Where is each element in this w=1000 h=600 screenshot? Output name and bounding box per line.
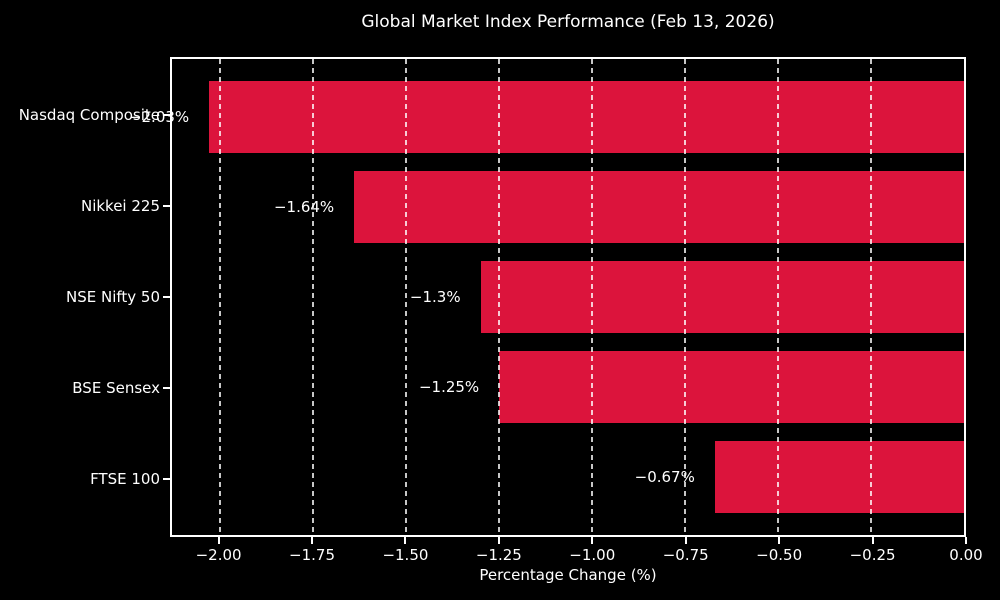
x-axis-tickmarks (170, 537, 967, 544)
x-tick-label: −1.25 (475, 546, 522, 564)
y-axis-label: Nikkei 225 (80, 197, 160, 216)
bar: −2.03% (129, 80, 964, 153)
y-axis-label: FTSE 100 (90, 469, 160, 488)
x-tickmark (497, 537, 500, 544)
y-axis-label: Nasdaq Composite (18, 106, 160, 125)
plot-area: −2.03% −1.64% −1.3% −1.25% −0.67% (129, 57, 966, 537)
x-tick-label: −0.50 (756, 546, 803, 564)
x-tick-label: −2.00 (195, 546, 242, 564)
y-tickmark (163, 205, 170, 208)
x-tick-label: −0.75 (662, 546, 709, 564)
bar: −0.67% (635, 441, 964, 514)
x-tickmark (311, 537, 313, 544)
bar-value-label: −1.64% (273, 197, 335, 216)
bar-value-label: −2.03% (128, 107, 190, 126)
bar-value-label: −1.25% (418, 378, 480, 397)
y-axis-label: BSE Sensex (72, 378, 160, 397)
x-tickmark (404, 537, 407, 544)
x-tickmark (871, 537, 874, 544)
y-tickmark (163, 386, 170, 389)
x-axis-tick-labels: −2.00 −1.75 −1.50 −1.25 −1.00 −0.75 −0.50 −0.25… (170, 546, 983, 566)
x-tick-label: 0.00 (949, 546, 983, 564)
bar: −1.25% (419, 351, 964, 424)
x-tickmark (217, 537, 220, 544)
y-tickmark (163, 114, 170, 117)
x-tick-label: −0.25 (849, 546, 896, 564)
x-tick-label: −1.00 (569, 546, 616, 564)
y-axis-tickmarks (163, 57, 170, 537)
y-tickmark (163, 477, 170, 480)
x-tickmark (684, 537, 687, 544)
x-axis-label: Percentage Change (%) (479, 566, 657, 584)
x-tickmark (778, 537, 781, 544)
bar: −1.3% (410, 260, 964, 334)
y-axis-label: NSE Nifty 50 (65, 288, 160, 306)
bar: −1.64% (274, 170, 964, 243)
chart-title: Global Market Index Performance (Feb 13,… (361, 12, 775, 32)
bar-value-label: −0.67% (634, 468, 695, 487)
y-axis-labels: Nasdaq Composite Nikkei 225 NSE Nifty 50 BS… (0, 57, 160, 537)
x-tick-label: −1.75 (289, 546, 335, 564)
y-tickmark (163, 296, 170, 298)
x-tickmark (591, 537, 594, 544)
x-tick-label: −1.50 (382, 546, 429, 564)
x-tickmark (965, 537, 967, 544)
bars-layer: −2.03% −1.64% −1.3% −1.25% −0.67% (129, 59, 964, 535)
bar-value-label: −1.3% (409, 287, 461, 306)
